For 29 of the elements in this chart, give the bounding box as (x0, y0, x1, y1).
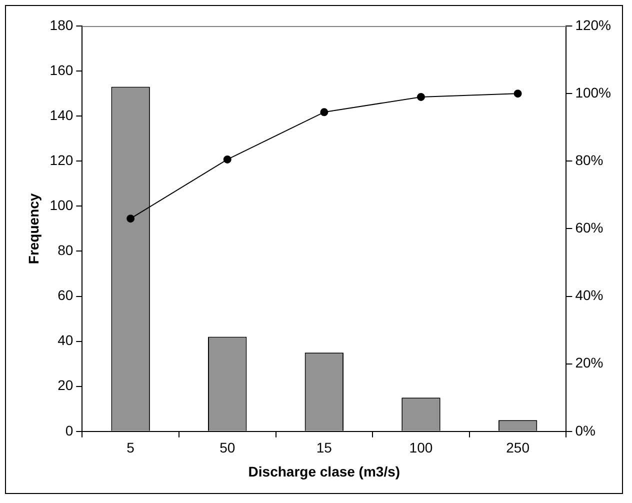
y-axis-title: Frequency (25, 193, 42, 264)
y-tick-label: 100 (50, 197, 74, 214)
point (320, 108, 328, 116)
y-tick-label: 40 (58, 332, 74, 348)
y-tick-label: 0 (65, 422, 74, 438)
point (514, 90, 522, 98)
x-axis-title: Discharge clase (m3/s) (248, 463, 400, 480)
x-tick-label: 15 (316, 440, 332, 456)
y2-tick-label: 40% (575, 287, 604, 304)
point (126, 214, 135, 223)
y-tick-label: 140 (50, 106, 74, 123)
point (223, 155, 232, 164)
x-tick-label: 50 (220, 440, 236, 456)
y-tick-label: 120 (50, 152, 74, 168)
x-tick-label: 250 (506, 440, 530, 456)
y-tick-label: 160 (50, 62, 74, 78)
x-tick-label: 100 (409, 440, 433, 456)
y2-tick-label: 0% (575, 422, 596, 438)
y-tick-label: 180 (50, 16, 74, 33)
y-tick-label: 60 (58, 287, 74, 304)
y2-tick-label: 60% (575, 220, 604, 236)
y2-tick-label: 120% (575, 16, 612, 33)
y-tick-label: 20 (58, 377, 74, 394)
y2-tick-label: 100% (575, 84, 612, 100)
y-tick-label: 80 (58, 242, 74, 258)
y2-tick-label: 20% (575, 354, 604, 371)
point (416, 92, 425, 101)
y2-tick-label: 80% (575, 152, 604, 168)
x-tick-label: 5 (126, 440, 135, 456)
